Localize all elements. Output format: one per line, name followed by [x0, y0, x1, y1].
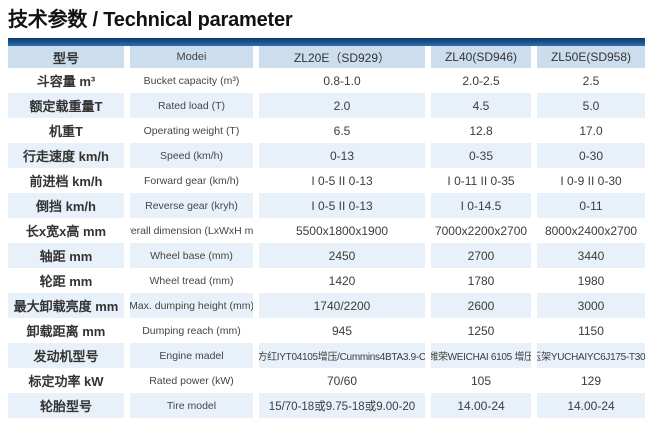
- row-forward-gear-cell-value: I 0-5 II 0-13: [259, 168, 425, 193]
- row-rated-power-cell-value: 105: [431, 368, 531, 393]
- row-rated-load-cell-value: 2.0: [259, 93, 425, 118]
- table-accent-bar: [8, 38, 645, 46]
- row-wheel-tread-row-label-zh: 轮距 mm: [8, 268, 124, 293]
- row-bucket-capacity-cell-value: 0.8-1.0: [259, 68, 425, 93]
- row-rated-power-row-label-en: Rated power (kW): [130, 368, 253, 393]
- row-dumping-reach-cell-value: 1250: [431, 318, 531, 343]
- row-forward-gear-row-label-zh: 前进档 km/h: [8, 168, 124, 193]
- row-speed-cell-value: 0-30: [537, 143, 645, 168]
- row-bucket-capacity-row-label-en: Bucket capacity (m³): [130, 68, 253, 93]
- row-engine-model-cell-value: 玉架YUCHAIYC6J175-T302: [537, 343, 645, 368]
- row-speed-cell-value: 0-35: [431, 143, 531, 168]
- page-title: 技术参数 / Technical parameter: [8, 9, 293, 31]
- row-tire-model-row-label-en: Tire model: [130, 393, 253, 418]
- row-operating-weight-cell-value: 6.5: [259, 118, 425, 143]
- row-tire-model-cell-value: 14.00-24: [431, 393, 531, 418]
- row-bucket-capacity-cell-value: 2.0-2.5: [431, 68, 531, 93]
- row-forward-gear-cell-value: I 0-9 II 0-30: [537, 168, 645, 193]
- row-max-dumping-height-cell-value: 3000: [537, 293, 645, 318]
- row-engine-model-cell-value: 东方红IYT04105增压/Cummins4BTA3.9-C80: [259, 343, 425, 368]
- row-wheel-base-row-label-en: Wheel base (mm): [130, 243, 253, 268]
- row-speed-row-label-zh: 行走速度 km/h: [8, 143, 124, 168]
- row-wheel-base-cell-value: 3440: [537, 243, 645, 268]
- row-rated-load-cell-value: 4.5: [431, 93, 531, 118]
- row-max-dumping-height-row-label-zh: 最大卸载亮度 mm: [8, 293, 124, 318]
- row-rated-power-cell-value: 70/60: [259, 368, 425, 393]
- row-rated-power-row-label-zh: 标定功率 kW: [8, 368, 124, 393]
- row-overall-dimension-cell-value: 5500x1800x1900: [259, 218, 425, 243]
- row-reverse-gear-cell-value: I 0-5 II 0-13: [259, 193, 425, 218]
- row-engine-model-cell-value: 潍荣WEICHAI 6105 增压: [431, 343, 531, 368]
- row-wheel-base-row-label-zh: 轴距 mm: [8, 243, 124, 268]
- row-dumping-reach-row-label-zh: 卸载距离 mm: [8, 318, 124, 343]
- row-bucket-capacity-cell-value: 2.5: [537, 68, 645, 93]
- row-tire-model-cell-value: 15/70-18或9.75-18或9.00-20: [259, 393, 425, 418]
- col-header-model-en: Modei: [130, 46, 253, 68]
- row-tire-model-row-label-zh: 轮胎型号: [8, 393, 124, 418]
- row-wheel-tread-cell-value: 1780: [431, 268, 531, 293]
- row-forward-gear-row-label-en: Forward gear (km/h): [130, 168, 253, 193]
- row-engine-model-row-label-zh: 发动机型号: [8, 343, 124, 368]
- row-operating-weight-row-label-en: Operating weight (T): [130, 118, 253, 143]
- row-dumping-reach-row-label-en: Dumping reach (mm): [130, 318, 253, 343]
- row-reverse-gear-row-label-en: Reverse gear (kryh): [130, 193, 253, 218]
- row-rated-load-row-label-zh: 额定载重量T: [8, 93, 124, 118]
- col-header-zl50e: ZL50E(SD958): [537, 46, 645, 68]
- row-wheel-base-cell-value: 2700: [431, 243, 531, 268]
- col-header-zl20e: ZL20E（SD929）: [259, 46, 425, 68]
- row-reverse-gear-cell-value: I 0-14.5: [431, 193, 531, 218]
- row-max-dumping-height-cell-value: 1740/2200: [259, 293, 425, 318]
- row-overall-dimension-cell-value: 8000x2400x2700: [537, 218, 645, 243]
- row-wheel-tread-cell-value: 1980: [537, 268, 645, 293]
- row-rated-load-cell-value: 5.0: [537, 93, 645, 118]
- spec-table: 型号 Modei ZL20E（SD929） ZL40(SD946) ZL50E(…: [8, 38, 645, 418]
- row-speed-row-label-en: Speed (km/h): [130, 143, 253, 168]
- row-bucket-capacity-row-label-zh: 斗容量 m³: [8, 68, 124, 93]
- row-tire-model-cell-value: 14.00-24: [537, 393, 645, 418]
- row-rated-load-row-label-en: Rated load (T): [130, 93, 253, 118]
- row-operating-weight-row-label-zh: 机重T: [8, 118, 124, 143]
- row-engine-model-row-label-en: Engine madel: [130, 343, 253, 368]
- row-speed-cell-value: 0-13: [259, 143, 425, 168]
- row-wheel-base-cell-value: 2450: [259, 243, 425, 268]
- col-header-zl40: ZL40(SD946): [431, 46, 531, 68]
- row-overall-dimension-cell-value: 7000x2200x2700: [431, 218, 531, 243]
- row-forward-gear-cell-value: I 0-11 II 0-35: [431, 168, 531, 193]
- row-operating-weight-cell-value: 12.8: [431, 118, 531, 143]
- row-reverse-gear-cell-value: 0-11: [537, 193, 645, 218]
- row-overall-dimension-row-label-zh: 长x宽x高 mm: [8, 218, 124, 243]
- row-wheel-tread-row-label-en: Wheel tread (mm): [130, 268, 253, 293]
- col-header-model-zh: 型号: [8, 46, 124, 68]
- row-dumping-reach-cell-value: 1150: [537, 318, 645, 343]
- row-overall-dimension-row-label-en: Overall dimension (LxWxH mm): [130, 218, 253, 243]
- row-max-dumping-height-row-label-en: Max. dumping height (mm): [130, 293, 253, 318]
- row-reverse-gear-row-label-zh: 倒挡 km/h: [8, 193, 124, 218]
- row-wheel-tread-cell-value: 1420: [259, 268, 425, 293]
- row-operating-weight-cell-value: 17.0: [537, 118, 645, 143]
- row-rated-power-cell-value: 129: [537, 368, 645, 393]
- row-max-dumping-height-cell-value: 2600: [431, 293, 531, 318]
- spec-table-grid: 型号 Modei ZL20E（SD929） ZL40(SD946) ZL50E(…: [8, 46, 645, 418]
- row-dumping-reach-cell-value: 945: [259, 318, 425, 343]
